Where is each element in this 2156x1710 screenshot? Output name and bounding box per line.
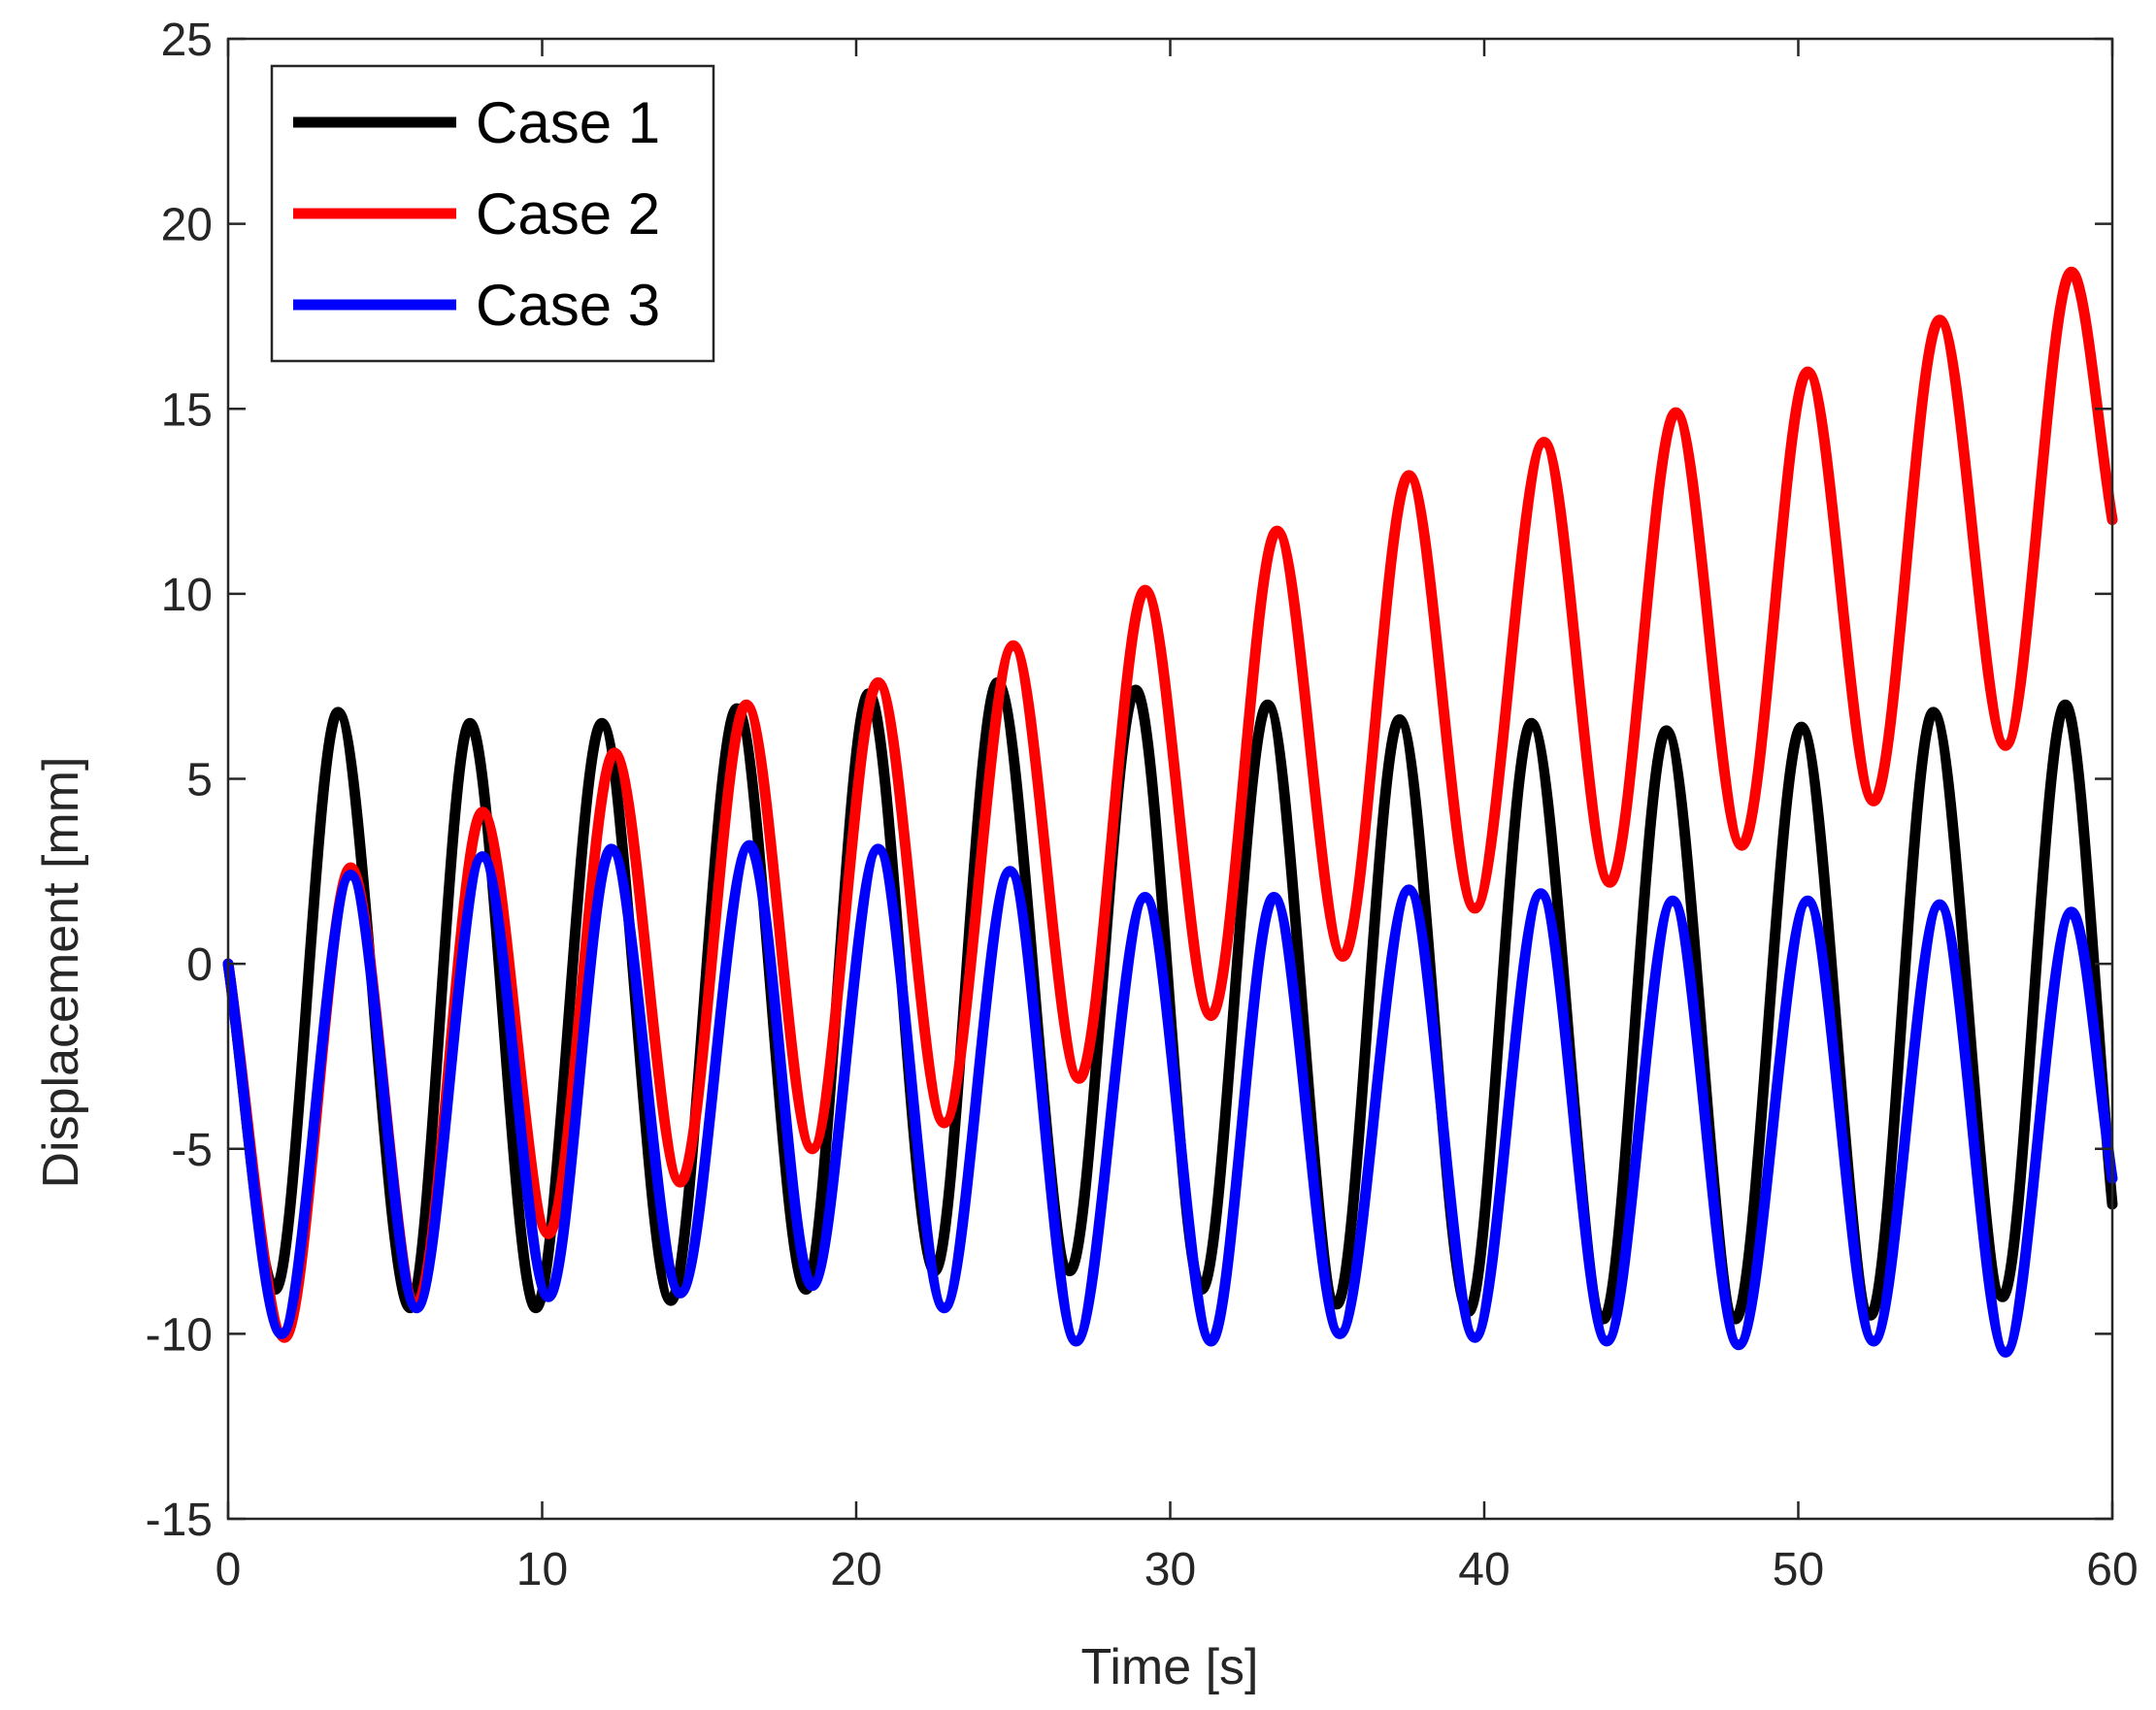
y-tick-label: -15: [146, 1495, 213, 1546]
y-tick-label: 5: [186, 755, 213, 806]
y-tick-label: 10: [161, 570, 213, 621]
y-tick-label: 25: [161, 15, 213, 66]
x-tick-label: 60: [2086, 1544, 2138, 1595]
x-tick-label: 0: [216, 1544, 242, 1595]
y-tick-label: -5: [171, 1125, 213, 1176]
series-layer: [222, 266, 2118, 1358]
ticks-layer: 0 10 20 30 40 50 60 -15 -10 -5 0 5 10 15 20 25: [146, 15, 2139, 1595]
legend-label-case-1: Case 1: [476, 90, 660, 155]
series-line-case-3: [222, 839, 2118, 1358]
y-axis-label: Displacement [mm]: [33, 757, 89, 1189]
legend-label-case-2: Case 2: [476, 181, 660, 247]
x-tick-label: 40: [1458, 1544, 1509, 1595]
x-tick-label: 20: [830, 1544, 881, 1595]
x-tick-label: 10: [516, 1544, 568, 1595]
x-tick-label: 50: [1773, 1544, 1824, 1595]
y-tick-label: 0: [186, 939, 213, 991]
y-tick-label: 15: [161, 384, 213, 436]
x-tick-label: 30: [1144, 1544, 1196, 1595]
series-line-case-2: [222, 266, 2118, 1343]
legend-label-case-3: Case 3: [476, 273, 660, 338]
y-tick-label: 20: [161, 200, 213, 251]
y-tick-label: -10: [146, 1309, 213, 1361]
legend: Case 1 Case 2 Case 3: [270, 64, 715, 363]
x-axis-label: Time [s]: [1081, 1639, 1259, 1695]
